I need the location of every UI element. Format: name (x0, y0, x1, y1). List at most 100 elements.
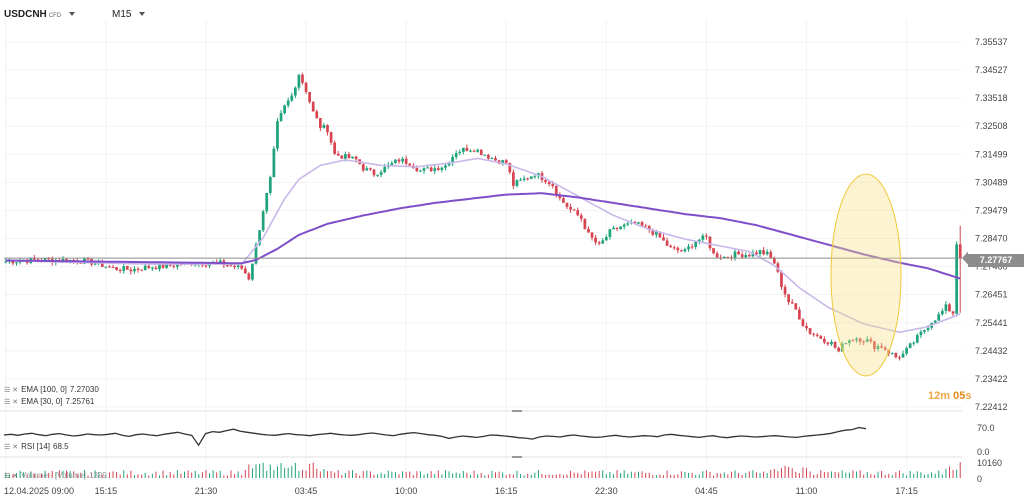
symbol-tag: CFD (48, 13, 62, 19)
candle-body (229, 265, 233, 267)
candle-body (594, 237, 597, 243)
volume-bar (495, 472, 497, 478)
candle-body (290, 95, 294, 101)
time-tick-label: 16:15 (495, 486, 518, 496)
candle-body (218, 260, 222, 263)
volume-bar (148, 475, 150, 478)
candle-body (865, 339, 869, 342)
ema30-legend[interactable]: ☰ ✕ EMA [30, 0] 7.25761 (4, 397, 94, 406)
timeframe-selector[interactable]: M15 (112, 9, 146, 20)
candle-body (787, 294, 790, 303)
candle-body (726, 256, 730, 258)
candle-body (812, 333, 816, 335)
candle-body (772, 257, 776, 264)
candle-body (333, 142, 337, 154)
volume-bar (541, 474, 543, 478)
candle-body (515, 180, 519, 186)
volume-bar (133, 475, 135, 478)
pane-resize-handle[interactable] (512, 456, 522, 458)
volume-bar (487, 474, 489, 478)
volume-bar (852, 470, 854, 478)
candle-body (923, 330, 926, 332)
candle-body (633, 221, 637, 224)
volume-bar (30, 471, 32, 478)
ema-lines (5, 157, 961, 334)
pane-resize-handle[interactable] (512, 410, 522, 412)
volume-bar (384, 474, 386, 478)
volume-bar (87, 475, 89, 478)
ema100-label: EMA [100, 0] (21, 385, 67, 394)
volume-bar (555, 474, 557, 478)
volume-bar (33, 473, 35, 478)
candle-body (304, 82, 308, 93)
ema100-legend[interactable]: ☰ ✕ EMA [100, 0] 7.27030 (4, 385, 99, 394)
candle-body (122, 266, 126, 271)
volume-bar (723, 472, 725, 478)
candle-body (483, 154, 487, 156)
volume-bar (641, 471, 643, 478)
candle-body (590, 232, 594, 238)
rsi-line (3, 426, 867, 447)
candle-body (261, 211, 265, 231)
volume-bar (516, 470, 518, 478)
volume-bar (427, 473, 429, 478)
volume-bar (212, 470, 214, 478)
volume-bar (419, 471, 421, 478)
candle-body (937, 314, 941, 321)
volume-bar (434, 474, 436, 478)
volume-bar (866, 471, 868, 478)
candle-body (626, 223, 630, 225)
price-tick-label: 7.33518 (975, 93, 1008, 103)
volume-bar (62, 470, 64, 478)
volume-bar (773, 468, 775, 478)
volume-bar (766, 473, 768, 478)
volume-bar (605, 474, 607, 478)
candle-body (801, 319, 805, 326)
volume-bar (620, 472, 622, 478)
volume-bar (956, 469, 958, 478)
rsi-legend[interactable]: ☰ ✕ RSI [14] 68.5 (4, 442, 69, 451)
volume-bar (831, 471, 833, 478)
volume-bar (745, 472, 747, 478)
volume-bar (294, 462, 296, 478)
candle-body (855, 338, 858, 341)
volume-bar (219, 470, 221, 478)
volume-legend[interactable]: ☰ ✕ Volume - [Volume] 1399 (4, 471, 107, 480)
candle-body (562, 198, 565, 203)
volume-bar (730, 471, 732, 478)
volume-bar (913, 473, 915, 478)
rsi-tick-label: 70.0 (977, 423, 995, 433)
candle-body (608, 229, 612, 238)
settings-icon: ☰ ✕ (4, 444, 19, 451)
volume-bar (570, 470, 572, 478)
candle-body (783, 286, 787, 295)
candle-body (451, 157, 454, 164)
candle-body (722, 256, 726, 259)
candle-body (111, 266, 115, 268)
volume-bar (891, 475, 893, 478)
candle-body (604, 237, 608, 241)
volume-bar (158, 475, 160, 478)
candle-body (161, 263, 165, 268)
volume-bar (480, 472, 482, 478)
candle-body (408, 163, 412, 166)
volume-bar (802, 467, 804, 478)
volume-bar (755, 472, 757, 478)
price-tick-label: 7.26451 (975, 290, 1008, 300)
volume-bar (66, 470, 68, 478)
candle-body (165, 263, 169, 268)
volume-bar (230, 470, 232, 478)
volume-bar (695, 474, 697, 478)
volume-bar (273, 470, 275, 478)
volume-bar (305, 470, 307, 478)
symbol-selector[interactable]: USDCNH CFD (4, 9, 76, 20)
volume-bar (169, 471, 171, 478)
highlight-ellipse (830, 173, 902, 377)
candle-body (33, 257, 36, 260)
candle-body (326, 125, 329, 133)
volume-bar (798, 473, 800, 478)
volume-bar (255, 464, 257, 478)
volume-bar (598, 470, 600, 478)
volume-bar (155, 471, 157, 478)
